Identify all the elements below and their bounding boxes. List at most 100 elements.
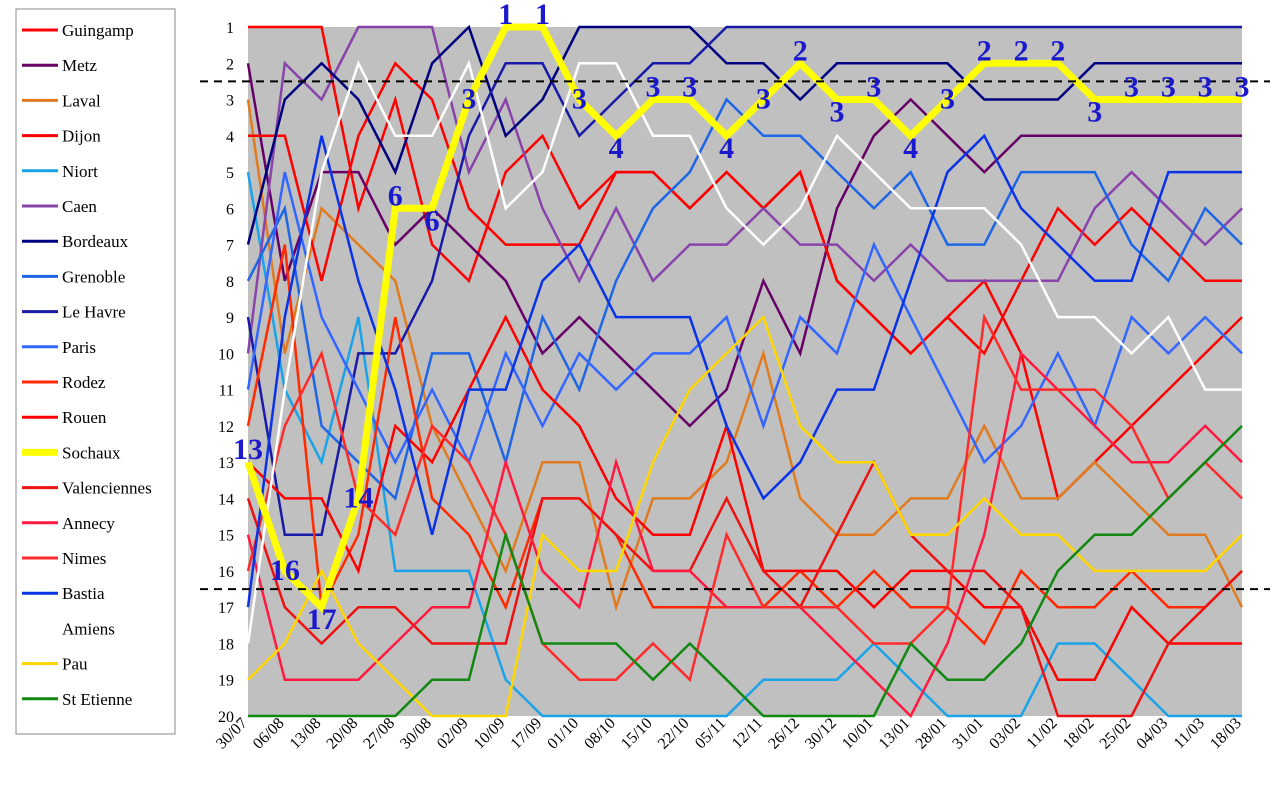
x-tick-label: 20/08 [323, 715, 361, 753]
y-tick-label: 18 [218, 636, 234, 653]
y-tick-label: 3 [226, 93, 234, 110]
legend-label-bordeaux: Bordeaux [62, 232, 129, 251]
legend-label-caen: Caen [62, 197, 97, 216]
legend-label-paris: Paris [62, 338, 96, 357]
legend-label-metz: Metz [62, 56, 97, 75]
legend-label-rouen: Rouen [62, 408, 107, 427]
y-tick-label: 4 [226, 129, 234, 146]
highlight-rank-label: 3 [830, 96, 845, 129]
x-tick-label: 11/02 [1023, 715, 1060, 752]
x-axis: 30/07 06/08 13/08 20/08 27/08 30/08 02/09 10/09… [213, 715, 1245, 753]
series-line-le-havre [246, 25, 1242, 536]
series-lines [244, 23, 1244, 719]
y-tick-label: 6 [226, 201, 234, 218]
series-line-laval [246, 99, 1244, 612]
legend-label-amiens: Amiens [62, 619, 115, 638]
highlight-rank-label: 3 [1087, 96, 1102, 129]
legend-label-dijon: Dijon [62, 127, 101, 146]
series-line-sochaux [244, 23, 1242, 614]
legend: Guingamp Metz Laval Dijon Niort Caen Bordeaux G… [22, 21, 152, 709]
x-tick-label: 11/03 [1171, 715, 1208, 752]
legend-label-rodez: Rodez [62, 373, 106, 392]
series-line-annecy [246, 350, 1243, 719]
y-tick-label: 12 [218, 419, 234, 436]
legend-label-sochaux: Sochaux [62, 443, 121, 462]
legend-label-pau: Pau [62, 655, 88, 674]
y-tick-label: 7 [226, 238, 234, 255]
highlight-rank-label: 6 [425, 204, 440, 237]
legend-label-st-etienne: St Etienne [62, 690, 132, 709]
highlight-rank-label: 3 [1161, 71, 1176, 104]
highlight-rank-label: 1 [498, 0, 513, 31]
x-tick-label: 30/08 [397, 715, 435, 753]
highlight-rank-label: 2 [793, 34, 808, 67]
x-tick-label: 25/02 [1097, 715, 1135, 753]
highlight-rank-label: 3 [756, 83, 771, 116]
x-tick-label: 17/09 [508, 715, 546, 753]
x-tick-label: 05/11 [692, 715, 729, 752]
series-line-amiens [246, 59, 1242, 644]
highlight-rank-label: 4 [719, 132, 734, 165]
highlight-rank-label: 3 [940, 83, 955, 116]
y-tick-label: 10 [218, 346, 234, 363]
series-line-st-etienne [248, 425, 1243, 718]
x-tick-label: 18/03 [1207, 715, 1245, 753]
y-tick-label: 14 [218, 491, 234, 508]
y-tick-label: 2 [226, 56, 234, 73]
y-tick-label: 8 [226, 274, 234, 291]
reference-lines [200, 80, 1270, 591]
series-line-rouen [247, 314, 1242, 681]
x-tick-label: 15/10 [618, 715, 656, 753]
highlight-rank-label: 3 [1124, 71, 1139, 104]
highlight-rank-label: 1 [535, 0, 550, 31]
x-tick-label: 08/10 [581, 715, 619, 753]
y-tick-label: 19 [218, 673, 234, 690]
legend-box [15, 8, 176, 735]
series-line-nimes [246, 312, 1243, 683]
legend-label-nimes: Nimes [62, 549, 106, 568]
x-tick-label: 13/08 [287, 715, 325, 753]
x-tick-label: 02/09 [434, 715, 472, 753]
x-tick-label: 12/11 [729, 715, 766, 752]
x-tick-label: 10/09 [471, 715, 509, 753]
y-tick-label: 17 [218, 600, 234, 617]
highlight-rank-label: 3 [461, 83, 476, 116]
x-tick-label: 28/01 [913, 715, 951, 753]
highlight-rank-label: 3 [1235, 71, 1250, 104]
legend-label-annecy: Annecy [62, 514, 115, 533]
highlight-rank-label: 4 [609, 132, 624, 165]
highlight-rank-label: 13 [233, 433, 263, 466]
legend-label-bastia: Bastia [62, 584, 105, 603]
highlight-rank-label: 4 [903, 132, 918, 165]
x-tick-label: 13/01 [876, 715, 914, 753]
x-tick-label: 26/12 [765, 715, 803, 753]
highlight-rank-label: 2 [977, 34, 992, 67]
legend-label-le-havre: Le Havre [62, 303, 126, 322]
highlight-rank-label: 2 [1050, 34, 1065, 67]
x-tick-label: 01/10 [544, 715, 582, 753]
highlight-rank-label: 3 [682, 71, 697, 104]
x-tick-label: 04/03 [1133, 715, 1171, 753]
x-tick-label: 18/02 [1060, 715, 1098, 753]
highlight-rank-label: 16 [270, 554, 300, 587]
highlight-rank-label: 3 [866, 71, 881, 104]
x-tick-label: 30/12 [802, 715, 840, 753]
x-tick-label: 27/08 [360, 715, 398, 753]
highlight-rank-label: 2 [1014, 34, 1029, 67]
legend-label-valenciennes: Valenciennes [62, 479, 152, 498]
highlight-rank-label: 3 [645, 71, 660, 104]
y-tick-label: 15 [218, 528, 234, 545]
legend-label-grenoble: Grenoble [62, 267, 125, 286]
y-tick-label: 1 [226, 20, 234, 37]
x-tick-label: 31/01 [949, 715, 987, 753]
y-tick-label: 16 [218, 564, 234, 581]
highlight-rank-label: 3 [572, 83, 587, 116]
y-tick-label: 20 [218, 709, 234, 726]
legend-label-laval: Laval [62, 91, 101, 110]
y-tick-label: 13 [218, 455, 234, 472]
x-tick-label: 10/01 [839, 715, 877, 753]
